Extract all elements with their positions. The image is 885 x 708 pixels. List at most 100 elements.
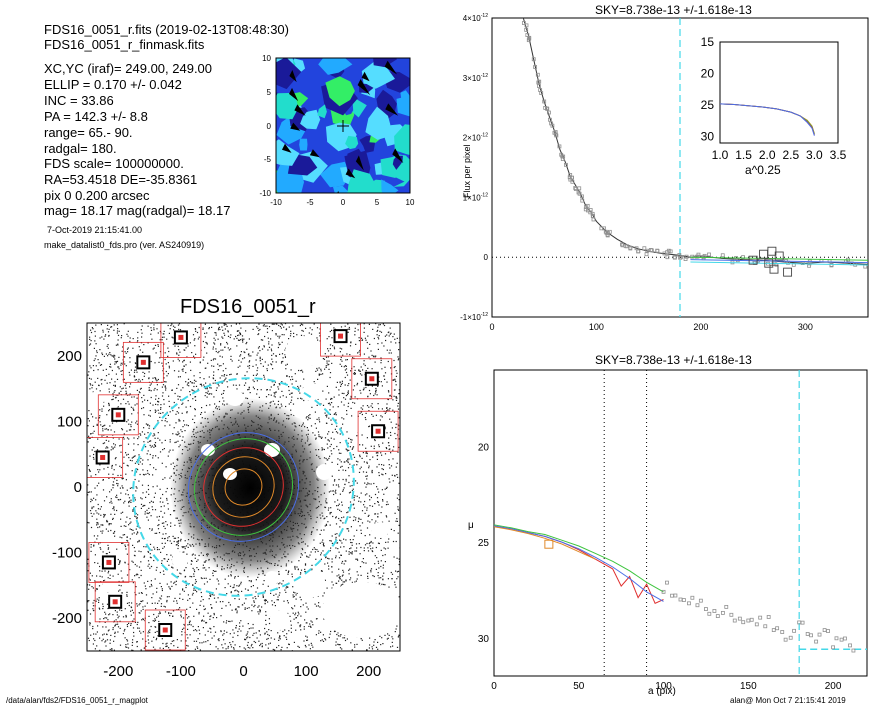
noise-dot — [300, 615, 302, 617]
noise-dot — [358, 518, 360, 520]
noise-dot — [327, 348, 329, 350]
noise-dot — [335, 412, 337, 414]
noise-dot — [332, 515, 334, 518]
noise-dot — [159, 571, 161, 574]
noise-dot — [347, 331, 349, 333]
noise-dot — [350, 438, 352, 441]
noise-dot — [231, 609, 233, 611]
noise-dot — [168, 612, 170, 614]
noise-dot — [327, 447, 329, 449]
param-line-mag: mag= 18.17 mag(radgal)= 18.17 — [44, 203, 231, 218]
noise-dot — [302, 604, 304, 606]
noise-dot — [324, 412, 326, 414]
noise-dot — [173, 427, 175, 429]
noise-dot — [304, 644, 306, 647]
noise-dot — [121, 542, 123, 544]
noise-dot — [126, 646, 128, 648]
noise-dot — [99, 526, 101, 528]
noise-dot — [348, 481, 350, 484]
noise-dot — [152, 377, 154, 379]
noise-dot — [168, 400, 170, 402]
noise-dot — [393, 395, 395, 397]
noise-dot — [235, 323, 237, 325]
noise-dot — [94, 330, 96, 333]
noise-dot — [356, 547, 358, 549]
noise-dot — [277, 596, 279, 598]
noise-dot — [279, 636, 281, 638]
noise-dot — [327, 402, 330, 405]
noise-dot — [360, 492, 362, 494]
noise-dot — [124, 363, 126, 365]
noise-dot — [283, 635, 285, 637]
noise-dot — [242, 604, 244, 606]
noise-dot — [220, 365, 222, 367]
noise-dot — [369, 521, 371, 523]
noise-dot — [339, 519, 341, 521]
noise-dot — [124, 356, 126, 358]
noise-dot — [193, 379, 196, 381]
noise-dot — [351, 489, 353, 492]
noise-dot — [154, 362, 156, 364]
noise-dot — [398, 482, 400, 484]
noise-dot — [136, 420, 138, 422]
noise-dot — [337, 504, 339, 507]
noise-dot — [119, 465, 121, 467]
noise-dot — [299, 385, 302, 387]
noise-dot — [368, 647, 370, 649]
noise-dot — [177, 542, 179, 544]
noise-dot — [92, 391, 94, 393]
noise-dot — [361, 561, 363, 563]
noise-dot — [360, 392, 362, 394]
noise-dot — [316, 367, 318, 370]
noise-dot — [290, 333, 292, 335]
noise-dot — [120, 474, 122, 476]
noise-dot — [341, 579, 343, 581]
noise-dot — [141, 336, 143, 338]
noise-dot — [343, 404, 345, 406]
noise-dot — [377, 452, 379, 454]
noise-dot — [128, 505, 130, 507]
noise-dot — [338, 551, 340, 553]
noise-dot — [335, 414, 337, 416]
noise-dot — [227, 386, 229, 388]
noise-dot — [305, 635, 307, 637]
noise-dot — [386, 349, 388, 351]
noise-dot — [265, 396, 268, 398]
noise-dot — [92, 625, 94, 628]
noise-dot — [396, 557, 398, 559]
noise-dot — [157, 420, 159, 422]
noise-dot — [135, 490, 137, 492]
noise-dot — [329, 513, 331, 515]
noise-dot — [123, 534, 126, 536]
noise-dot — [153, 347, 155, 349]
noise-dot — [339, 351, 341, 353]
contour-dark-patch — [289, 70, 297, 83]
noise-dot — [103, 338, 105, 340]
noise-dot — [158, 397, 160, 400]
noise-dot — [170, 324, 172, 327]
noise-dot — [321, 447, 323, 449]
noise-dot — [149, 444, 151, 446]
noise-dot — [164, 527, 166, 530]
noise-dot — [340, 554, 342, 556]
noise-dot — [148, 427, 150, 429]
noise-dot — [275, 593, 277, 595]
noise-dot — [134, 455, 136, 457]
noise-dot — [115, 396, 117, 399]
noise-dot — [380, 549, 382, 551]
noise-dot — [347, 511, 349, 513]
noise-dot — [330, 419, 332, 421]
noise-dot — [204, 395, 206, 397]
noise-dot — [348, 507, 350, 509]
noise-dot — [337, 548, 339, 550]
noise-dot — [215, 350, 217, 353]
noise-dot — [243, 602, 245, 604]
noise-dot — [175, 544, 177, 546]
noise-dot — [270, 592, 272, 594]
noise-dot — [231, 360, 233, 362]
noise-dot — [222, 392, 224, 394]
noise-dot — [321, 570, 323, 572]
noise-dot — [103, 442, 106, 444]
noise-dot — [151, 338, 153, 340]
noise-dot — [120, 403, 122, 405]
